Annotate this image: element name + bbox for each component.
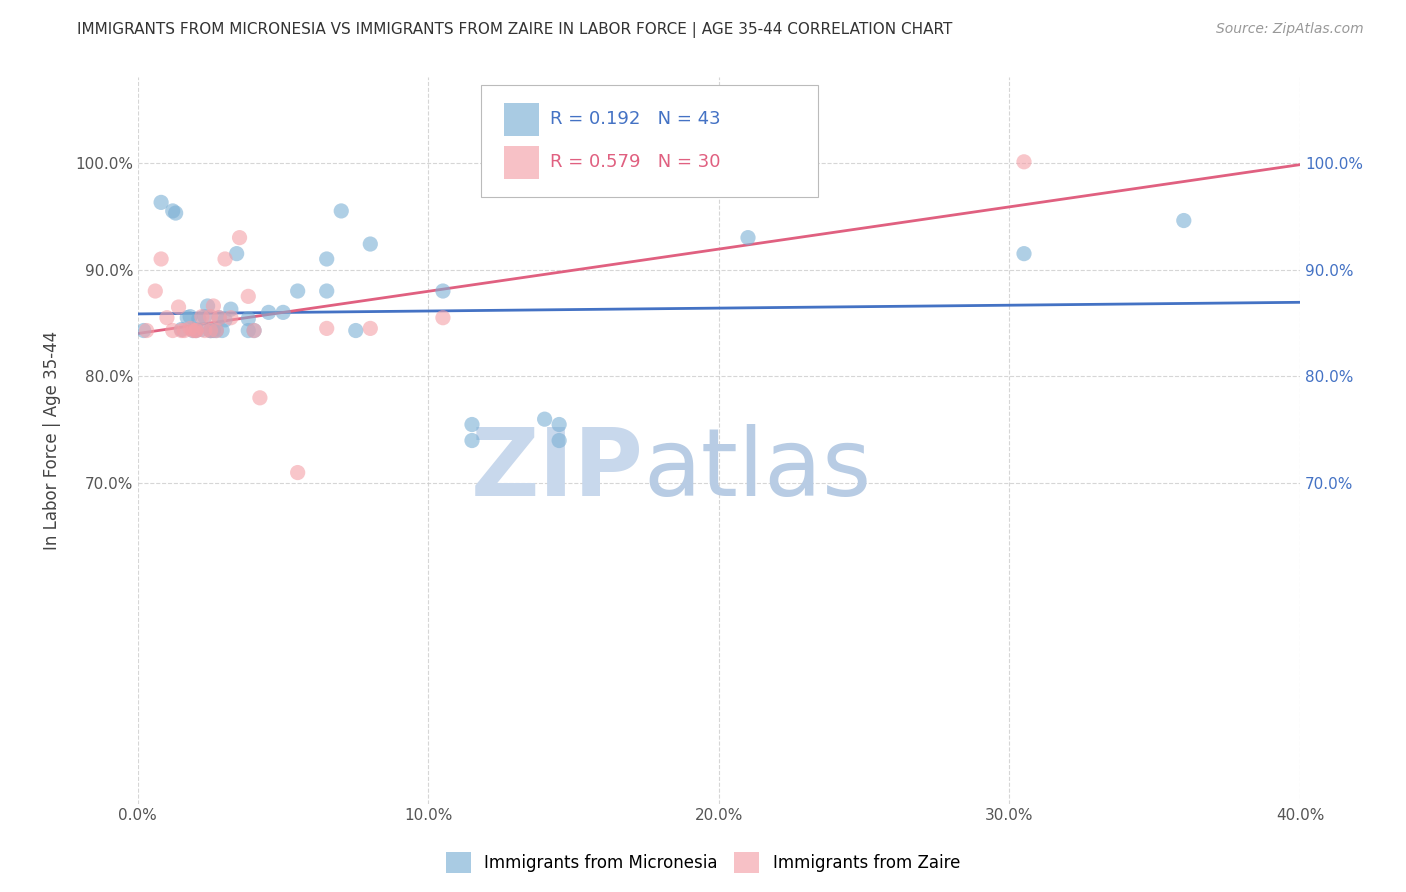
Point (179, 310, 201, 324)
Point (197, 299, 219, 313)
Point (243, 324, 266, 338)
Point (170, 322, 193, 336)
Point (208, 310, 231, 325)
Point (271, 305, 294, 319)
Bar (503, 103, 538, 136)
Point (287, 466, 309, 480)
Point (200, 324, 222, 338)
Point (202, 324, 225, 338)
Point (432, 284, 454, 298)
Point (257, 305, 280, 319)
Point (176, 310, 198, 325)
Point (228, 230, 250, 244)
Point (179, 321, 201, 335)
Point (208, 310, 231, 325)
Point (238, 311, 260, 326)
Point (135, 324, 157, 338)
Point (238, 324, 260, 338)
Point (238, 289, 260, 303)
Point (156, 310, 179, 325)
Point (167, 300, 190, 314)
Point (214, 252, 236, 266)
Point (200, 310, 222, 324)
Point (548, 434, 571, 448)
Point (162, 324, 184, 338)
Point (173, 324, 195, 338)
Point (1173, 213, 1195, 227)
Point (150, 252, 173, 266)
Text: R = 0.579   N = 30: R = 0.579 N = 30 (550, 153, 721, 171)
Point (150, 195, 173, 210)
Point (184, 324, 207, 338)
Point (533, 412, 555, 426)
Point (181, 324, 204, 338)
Point (200, 324, 222, 338)
Point (225, 246, 247, 260)
Point (132, 324, 155, 338)
Y-axis label: In Labor Force | Age 35-44: In Labor Force | Age 35-44 (44, 331, 60, 550)
Point (170, 324, 193, 338)
Point (205, 324, 228, 338)
Point (315, 284, 337, 298)
Point (191, 322, 214, 336)
Text: ZIP: ZIP (471, 424, 644, 516)
Point (1012, 154, 1035, 169)
Point (214, 313, 236, 327)
Point (194, 310, 217, 324)
Point (205, 324, 228, 338)
Legend: Immigrants from Micronesia, Immigrants from Zaire: Immigrants from Micronesia, Immigrants f… (439, 846, 967, 880)
Point (344, 324, 367, 338)
Point (359, 237, 381, 252)
FancyBboxPatch shape (481, 85, 818, 197)
Point (243, 324, 266, 338)
Point (184, 322, 207, 336)
Point (219, 310, 242, 325)
Point (1012, 246, 1035, 260)
Text: Source: ZipAtlas.com: Source: ZipAtlas.com (1216, 22, 1364, 37)
Text: atlas: atlas (644, 424, 872, 516)
Point (315, 321, 337, 335)
Text: R = 0.192   N = 43: R = 0.192 N = 43 (550, 110, 721, 128)
Point (181, 324, 204, 338)
Point (461, 434, 484, 448)
Point (202, 299, 225, 313)
Point (191, 310, 214, 324)
Point (211, 324, 233, 338)
Point (162, 203, 184, 218)
Point (249, 391, 271, 405)
Point (737, 230, 759, 244)
Point (330, 203, 353, 218)
Point (287, 284, 309, 298)
Point (315, 252, 337, 266)
Point (143, 284, 166, 298)
Point (200, 324, 222, 338)
Point (432, 310, 454, 325)
Point (194, 324, 217, 338)
Bar (503, 146, 538, 179)
Point (219, 302, 242, 317)
Point (461, 417, 484, 432)
Point (184, 324, 207, 338)
Point (184, 324, 207, 338)
Point (548, 417, 571, 432)
Point (165, 206, 187, 220)
Point (359, 321, 381, 335)
Text: IMMIGRANTS FROM MICRONESIA VS IMMIGRANTS FROM ZAIRE IN LABOR FORCE | AGE 35-44 C: IMMIGRANTS FROM MICRONESIA VS IMMIGRANTS… (77, 22, 953, 38)
Point (187, 311, 209, 326)
